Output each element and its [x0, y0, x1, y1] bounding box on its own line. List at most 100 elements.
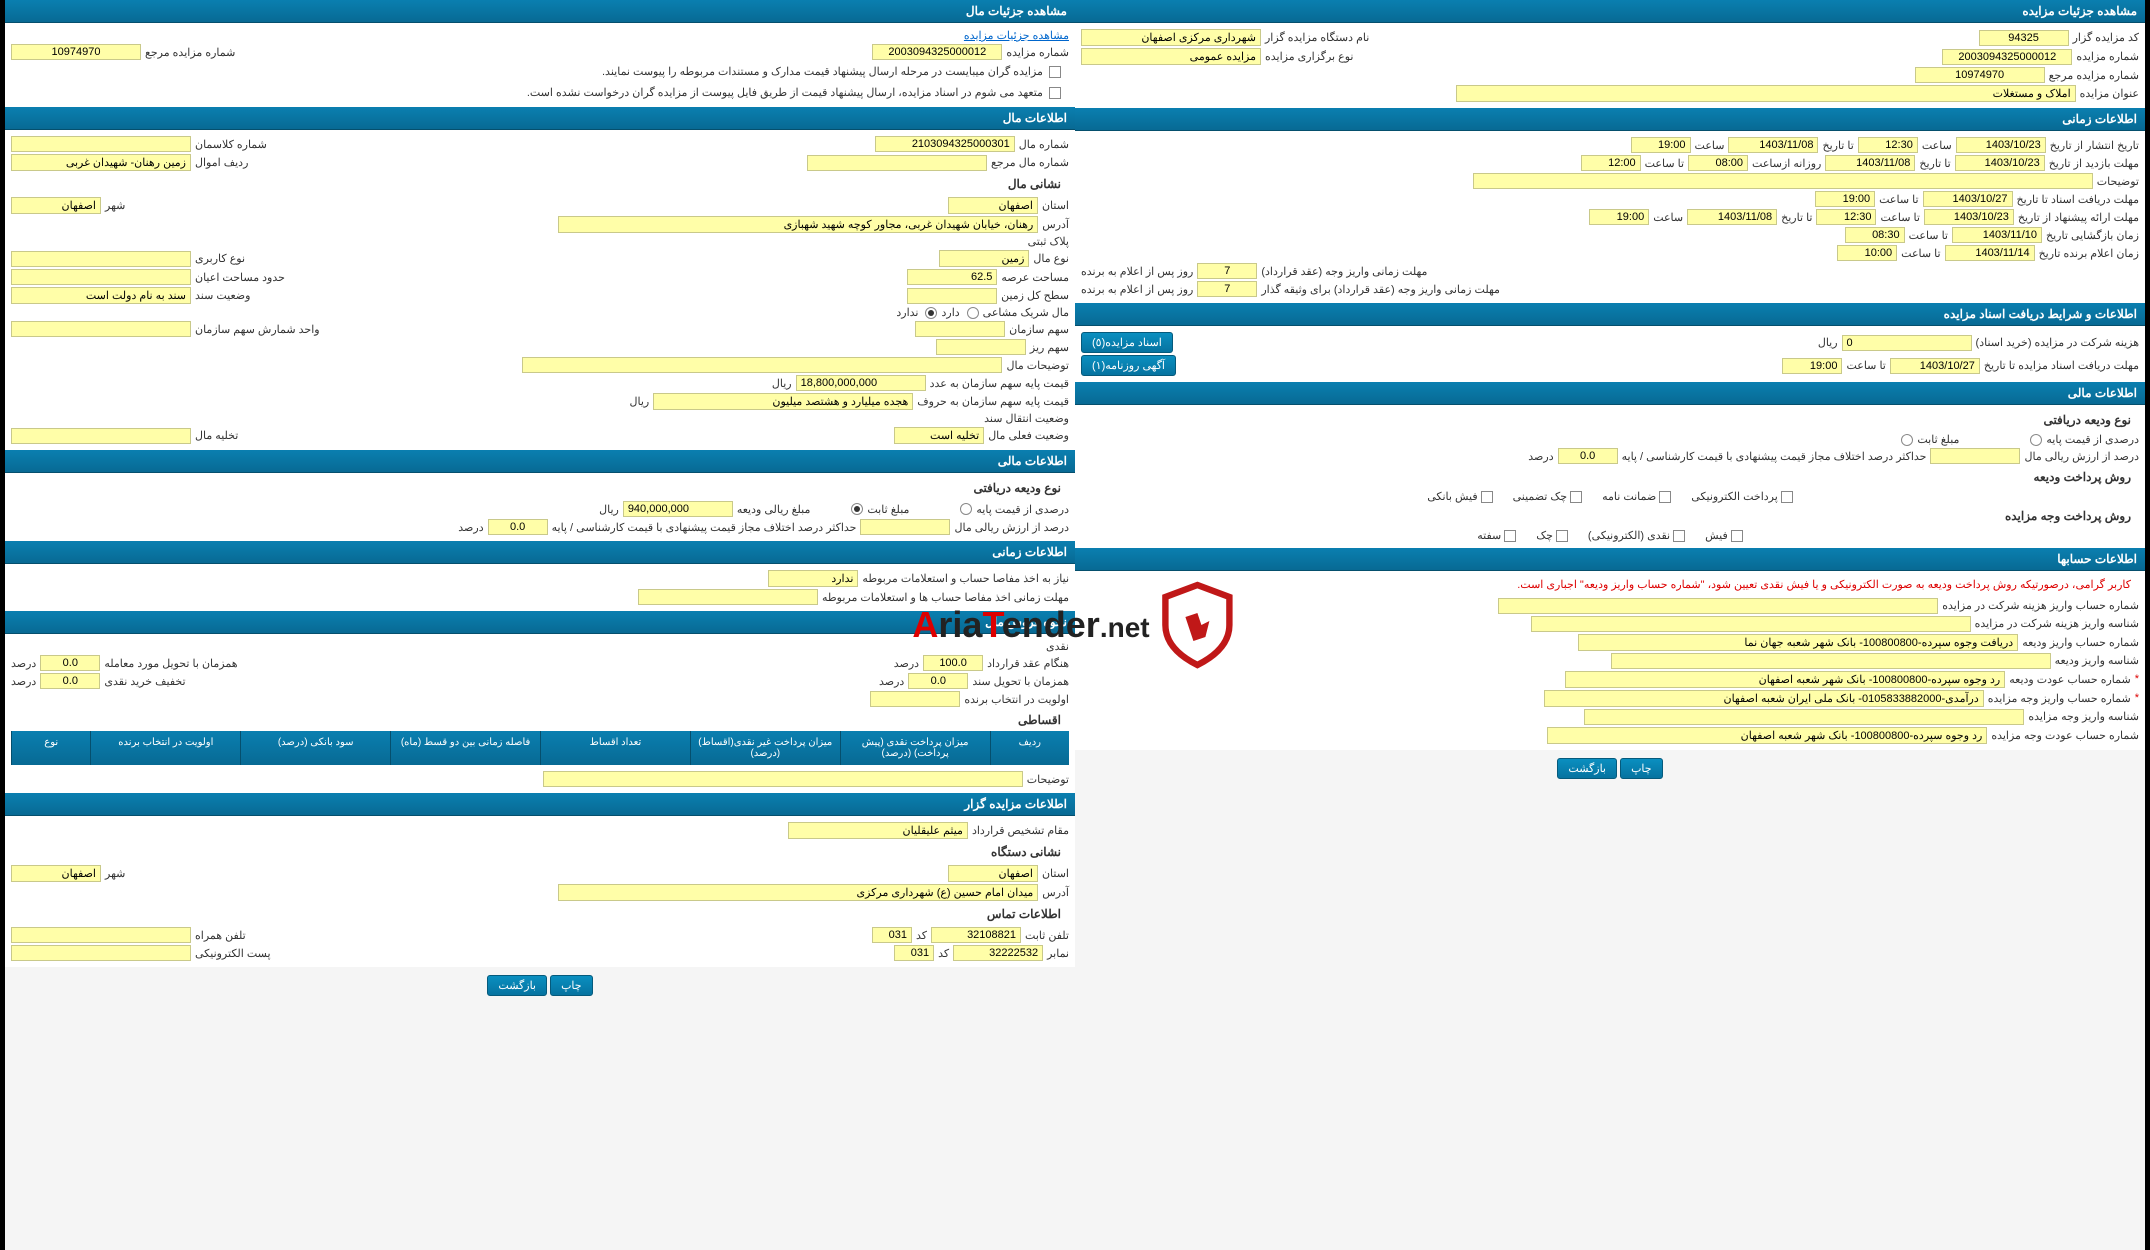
- property-ref-label: شماره مال مرجع: [991, 156, 1069, 169]
- org-share-value: [915, 321, 1005, 337]
- print-button-l[interactable]: چاپ: [550, 975, 593, 996]
- auction-id-value: [1584, 709, 2024, 725]
- offer-deadline-label: مهلت ارائه پیشنهاد از تاریخ: [2018, 211, 2139, 224]
- deed-delivery-label: همزمان با تحویل سند: [972, 675, 1069, 688]
- back-button-r[interactable]: بازگشت: [1557, 758, 1617, 779]
- promissory-check[interactable]: [1504, 530, 1516, 542]
- phone-code-value: 031: [872, 927, 912, 943]
- check-check[interactable]: [1556, 530, 1568, 542]
- opening-date: 1403/11/10: [1952, 227, 2042, 243]
- clearance-need-label: نیاز به اخذ مفاصا حساب و استعلامات مربوط…: [862, 572, 1069, 585]
- phone-value: 32108821: [931, 927, 1021, 943]
- fixed-radio-l[interactable]: [851, 503, 863, 515]
- deposit-type-sub: نوع ودیعه دریافتی: [1081, 409, 2139, 431]
- fee-account-value: [1498, 598, 1938, 614]
- base-percent-label-l: درصدی از قیمت پایه: [976, 503, 1069, 516]
- receipt-check[interactable]: [1731, 530, 1743, 542]
- visit-to-label: تا تاریخ: [1919, 157, 1950, 170]
- cash-label-l: نقدی: [1046, 640, 1069, 653]
- percent-1: درصد: [894, 657, 919, 670]
- base-percent-radio[interactable]: [2030, 434, 2042, 446]
- certified-check-check[interactable]: [1570, 491, 1582, 503]
- sale-method-header: نحوه فروش مال: [5, 611, 1075, 634]
- newspaper-ad-button[interactable]: آگهی روزنامه(١): [1081, 355, 1176, 376]
- doc-receive-time-label: تا ساعت: [1846, 359, 1885, 372]
- desc-value-l: [543, 771, 1023, 787]
- th-type: نوع: [11, 731, 90, 765]
- rial-percent-label-l: درصد از ارزش ریالی مال: [954, 521, 1069, 534]
- auction-docs-button[interactable]: اسناد مزایده(٥): [1081, 332, 1173, 353]
- base-percent-radio-l[interactable]: [960, 503, 972, 515]
- usage-type-label: نوع کاربری: [195, 252, 245, 265]
- certified-check-label: چک تضمینی: [1513, 491, 1567, 503]
- fax-code-value: 031: [894, 945, 934, 961]
- refund-auction-label: شماره حساب عودت وجه مزایده: [1991, 729, 2139, 742]
- building-area-label: حدود مساحت اعیان: [195, 271, 285, 284]
- publish-date-label: تاریخ انتشار از تاریخ: [2050, 139, 2139, 152]
- fixed-amount-radio[interactable]: [1901, 434, 1913, 446]
- print-button-r[interactable]: چاپ: [1620, 758, 1663, 779]
- offer-to-date: 1403/11/08: [1687, 209, 1777, 225]
- th-priority: اولویت در انتخاب برنده: [90, 731, 240, 765]
- guarantee-check[interactable]: [1659, 491, 1671, 503]
- deposit-days: 7: [1197, 263, 1257, 279]
- publish-to-date: 1403/11/08: [1728, 137, 1818, 153]
- note1-check: [1049, 66, 1061, 78]
- has-label: دارد: [941, 306, 959, 319]
- winner-date: 1403/11/14: [1945, 245, 2035, 261]
- th-cash-percent: میزان پرداخت نقدی (پیش پرداخت) (درصد): [840, 731, 990, 765]
- auction-account-value: درآمدی-0105833882000- بانک ملی ایران شعب…: [1544, 690, 1984, 707]
- hasnot-radio[interactable]: [925, 307, 937, 319]
- share-detail-label: سهم ریز: [1030, 341, 1069, 354]
- contract-authority-label: مقام تشخیص قرارداد: [972, 824, 1069, 837]
- refund-deposit-label: شماره حساب عودت ودیعه: [2009, 673, 2130, 686]
- offer-to-label: تا تاریخ: [1781, 211, 1812, 224]
- doc-deadline-time: 19:00: [1815, 191, 1875, 207]
- base-price-num-value: 18,800,000,000: [796, 375, 926, 391]
- collateral-after-label: روز پس از اعلام به برنده: [1081, 283, 1193, 296]
- auction-code-label: کد مزایده گزار: [2073, 31, 2139, 44]
- clearance-deadline-label: مهلت زمانی اخذ مفاصا حساب ها و استعلامات…: [822, 591, 1069, 604]
- org-name-label: نام دستگاه مزایده گزار: [1265, 31, 1369, 44]
- deposit-type-sub-l: نوع ودیعه دریافتی: [11, 477, 1069, 499]
- ref-number-value: 10974970: [1915, 67, 2045, 83]
- deposit-deadline-label: مهلت زمانی واریز وجه (عقد قرارداد): [1261, 265, 1427, 278]
- back-button-l[interactable]: بازگشت: [487, 975, 547, 996]
- rial-label-4: ریال: [599, 503, 619, 516]
- cash-discount-value: 0.0: [40, 673, 100, 689]
- city-value: اصفهان: [11, 197, 101, 214]
- org-province-value: اصفهان: [948, 865, 1038, 882]
- mobile-label: تلفن همراه: [195, 929, 246, 942]
- max-diff-value: 0.0: [1558, 448, 1618, 464]
- fee-account-label: شماره حساب واریز هزینه شرکت در مزایده: [1942, 599, 2139, 612]
- th-row: ردیف: [990, 731, 1069, 765]
- share-detail-value: [936, 339, 1026, 355]
- property-num-label: شماره مال: [1019, 138, 1069, 151]
- deed-status-label: وضعیت سند: [195, 289, 250, 302]
- deposit-account-label: شماره حساب واریز ودیعه: [2022, 636, 2139, 649]
- reg-plate-label: پلاک ثبتی: [1028, 235, 1069, 248]
- org-province-label: استان: [1042, 867, 1069, 880]
- percent-3: درصد: [879, 675, 904, 688]
- building-area-value: [11, 269, 191, 285]
- opening-label: زمان بازگشایی تاریخ: [2046, 229, 2139, 242]
- fax-label: نمابر: [1047, 947, 1069, 960]
- deposit-account-value: دریافت وجوه سپرده-100800800- بانک شهر شع…: [1578, 634, 2018, 651]
- auction-details-header: مشاهده جزئیات مزایده: [1075, 0, 2145, 23]
- org-address-sub: نشانی دستگاه: [11, 841, 1069, 863]
- contract-time-value: 100.0: [923, 655, 983, 671]
- financial-header-l: اطلاعات مالی: [5, 450, 1075, 473]
- view-auction-link[interactable]: مشاهده جزئیات مزایده: [964, 29, 1069, 42]
- org-share-label: سهم سازمان: [1009, 323, 1069, 336]
- electronic-payment-check[interactable]: [1781, 491, 1793, 503]
- email-value: [11, 945, 191, 961]
- note2: متعهد می شوم در اسناد مزایده، ارسال پیشن…: [11, 83, 1069, 104]
- province-label: استان: [1042, 199, 1069, 212]
- rial-percent-value-l: [860, 519, 950, 535]
- cash-check[interactable]: [1673, 530, 1685, 542]
- doc-terms-header: اطلاعات و شرایط دریافت اسناد مزایده: [1075, 303, 2145, 326]
- has-radio[interactable]: [967, 307, 979, 319]
- th-installments: تعداد اقساط: [540, 731, 690, 765]
- participation-fee-label: هزینه شرکت در مزایده (خرید اسناد): [1976, 336, 2139, 349]
- bank-receipt-check[interactable]: [1481, 491, 1493, 503]
